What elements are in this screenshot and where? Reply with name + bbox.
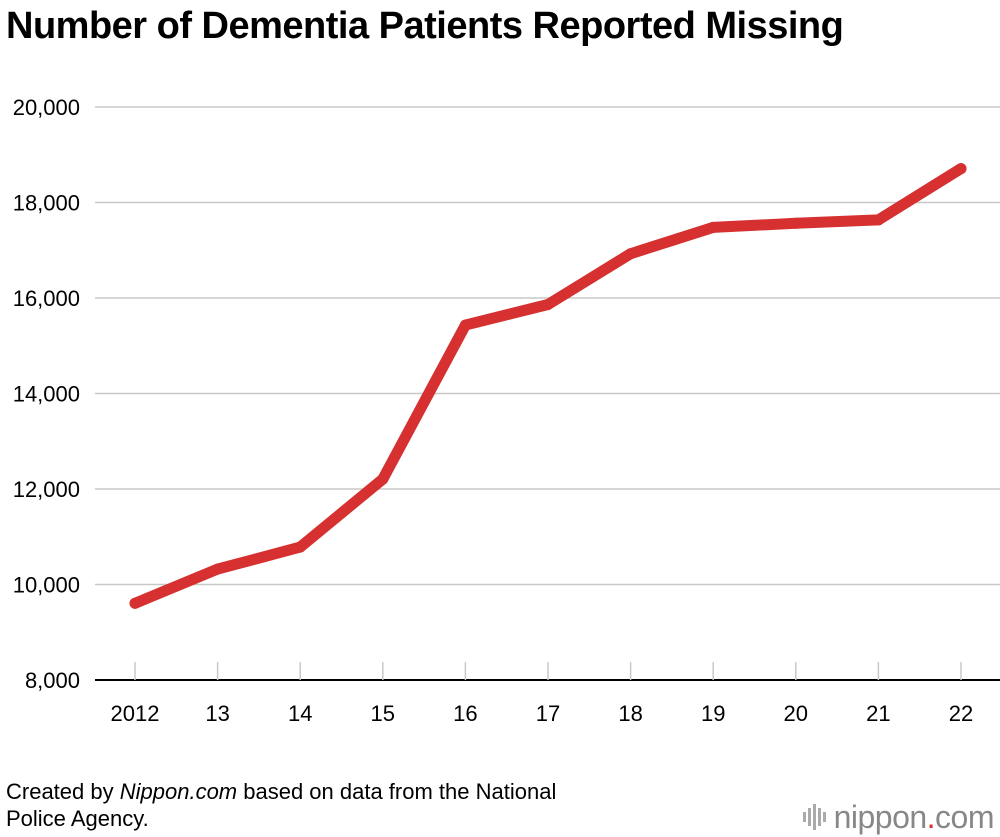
y-tick-label: 12,000 <box>13 477 80 502</box>
x-tick-label: 21 <box>866 701 890 726</box>
x-tick-label: 22 <box>949 701 973 726</box>
data-point <box>707 221 719 233</box>
y-tick-label: 8,000 <box>25 668 80 693</box>
sound-bars-icon <box>802 804 826 830</box>
logo-text-right: com <box>935 798 994 835</box>
y-tick-label: 18,000 <box>13 191 80 216</box>
data-point <box>294 541 306 553</box>
data-point <box>872 214 884 226</box>
y-tick-label: 14,000 <box>13 382 80 407</box>
source-suffix: based on data from the National <box>237 779 557 804</box>
x-tick-label: 18 <box>618 701 642 726</box>
source-prefix: Created by <box>6 779 120 804</box>
logo-text-left: nippon <box>833 798 928 835</box>
series-line <box>129 163 967 609</box>
data-point <box>459 319 471 331</box>
data-point <box>212 563 224 575</box>
source-note: Created by Nippon.com based on data from… <box>6 778 556 832</box>
x-tick-label: 16 <box>453 701 477 726</box>
data-point <box>955 163 967 175</box>
data-point <box>542 299 554 311</box>
x-tick-label: 14 <box>288 701 312 726</box>
x-tick-label: 17 <box>536 701 560 726</box>
y-tick-label: 16,000 <box>13 286 80 311</box>
data-point <box>625 248 637 260</box>
source-line2: Police Agency. <box>6 806 149 831</box>
x-tick-label: 15 <box>371 701 395 726</box>
y-tick-label: 10,000 <box>13 573 80 598</box>
data-point <box>129 597 141 609</box>
x-tick-label: 13 <box>205 701 229 726</box>
x-tick-label: 19 <box>701 701 725 726</box>
data-point <box>790 217 802 229</box>
y-tick-label: 20,000 <box>13 95 80 120</box>
nippon-logo: nippon. com <box>802 797 994 837</box>
x-tick-label: 20 <box>784 701 808 726</box>
chart-title: Number of Dementia Patients Reported Mis… <box>6 5 844 47</box>
source-site: Nippon.com <box>119 779 238 804</box>
data-point <box>377 473 389 485</box>
logo-dot: . <box>926 798 936 835</box>
x-tick-label: 2012 <box>111 701 160 726</box>
